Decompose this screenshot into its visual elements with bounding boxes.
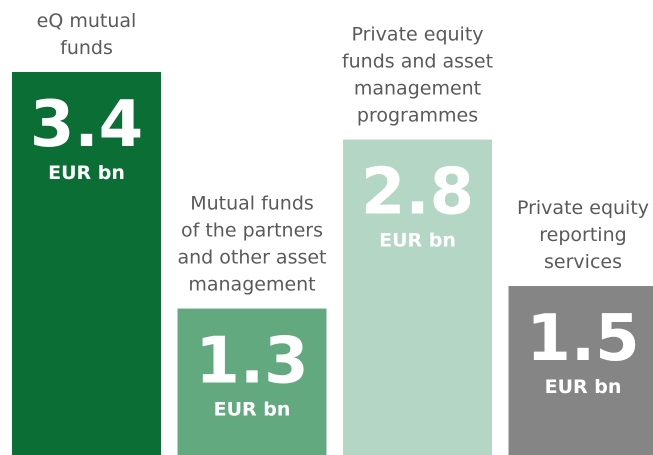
unit-label: EUR bn bbox=[48, 162, 125, 184]
unit-label: EUR bn bbox=[214, 399, 291, 421]
value-label: 1.5 bbox=[526, 302, 639, 376]
category-label: and other asset bbox=[177, 247, 326, 269]
value-label: 3.4 bbox=[30, 88, 143, 162]
category-label: Mutual funds bbox=[190, 193, 314, 215]
category-label: management bbox=[354, 78, 481, 100]
category-label: management bbox=[188, 274, 315, 296]
value-label: 1.3 bbox=[195, 325, 308, 399]
category-label: programmes bbox=[357, 105, 478, 127]
bar bbox=[508, 286, 653, 455]
category-label: reporting bbox=[539, 224, 626, 246]
category-label: Private equity bbox=[351, 24, 483, 46]
category-label: eQ mutual bbox=[37, 10, 137, 32]
bar bbox=[343, 139, 492, 455]
unit-label: EUR bn bbox=[545, 376, 622, 398]
unit-label: EUR bn bbox=[379, 230, 456, 252]
bar bbox=[12, 72, 161, 455]
category-label: services bbox=[544, 251, 622, 273]
category-label: of the partners bbox=[181, 220, 323, 242]
bar bbox=[177, 308, 327, 455]
category-label: funds bbox=[60, 37, 113, 59]
value-label: 2.8 bbox=[361, 156, 474, 230]
category-label: Private equity bbox=[517, 197, 649, 219]
category-label: funds and asset bbox=[342, 51, 493, 73]
